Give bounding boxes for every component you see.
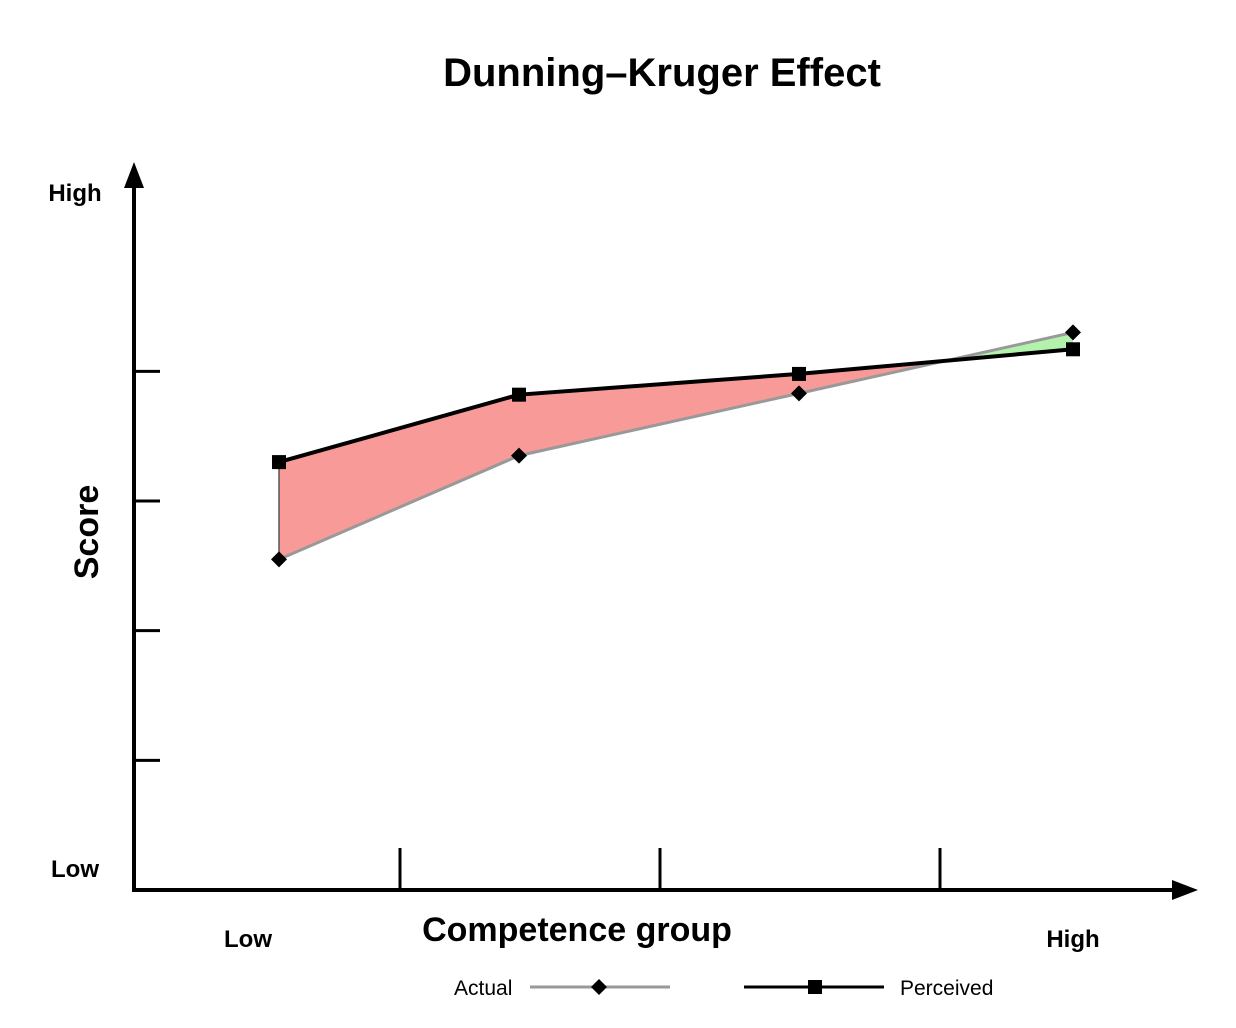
x-axis-ticks (398, 848, 942, 890)
legend: Actual Perceived (454, 977, 993, 1000)
overestimation-area (279, 360, 946, 560)
point-perceived (1066, 342, 1080, 357)
x-axis-arrow (1172, 880, 1198, 900)
legend-label-actual: Actual (454, 977, 512, 1000)
legend-marker-actual (591, 979, 607, 995)
point-actual (271, 551, 287, 568)
legend-marker-perceived (808, 980, 822, 994)
axes (124, 162, 1198, 900)
x-axis-low-label: Low (224, 926, 272, 953)
point-actual (511, 447, 527, 464)
chart-title: Dunning–Kruger Effect (443, 51, 881, 95)
point-perceived (272, 455, 286, 470)
point-perceived (512, 387, 526, 402)
y-axis-arrow (124, 162, 144, 188)
x-axis-title: Competence group (422, 911, 732, 949)
series-line-perceived (278, 347, 1074, 465)
point-perceived (792, 366, 806, 381)
legend-label-perceived: Perceived (900, 977, 993, 1000)
y-axis-low-label: Low (51, 856, 99, 883)
y-axis-title: Score (68, 485, 106, 580)
point-actual (791, 385, 807, 402)
y-axis-ticks (134, 369, 160, 762)
y-axis-high-label: High (48, 180, 101, 207)
point-actual (1065, 324, 1081, 341)
x-axis-high-label: High (1046, 926, 1099, 953)
